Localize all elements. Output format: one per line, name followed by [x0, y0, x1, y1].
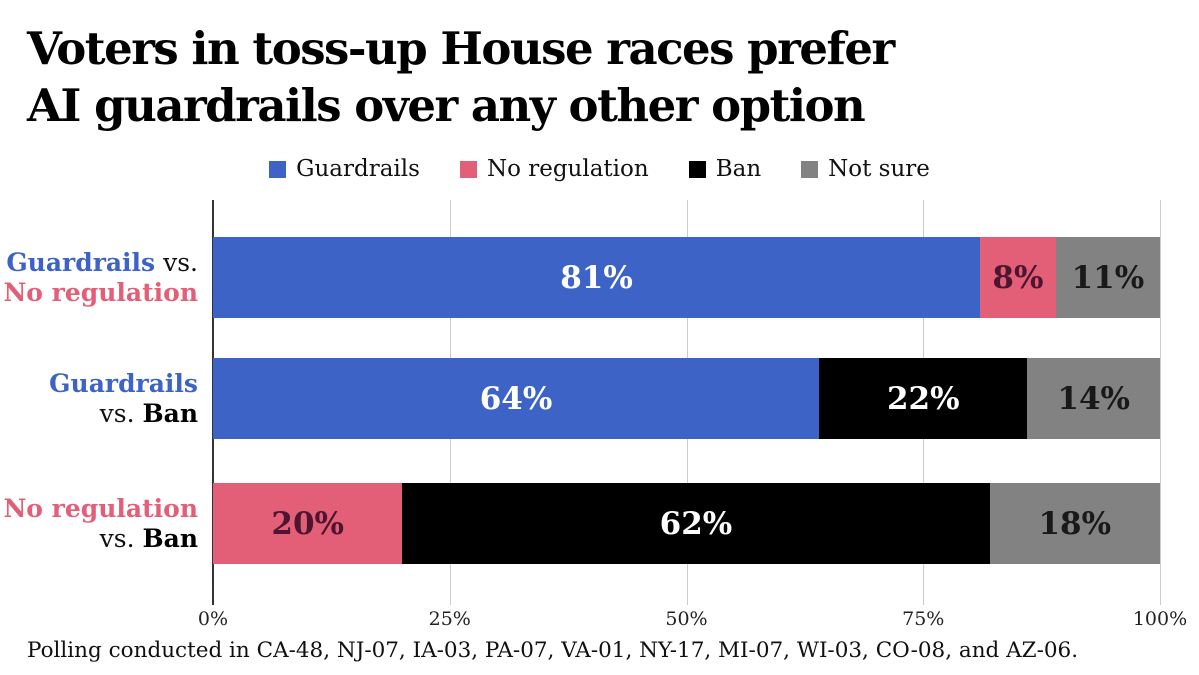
row-label-line: No regulation [0, 494, 198, 524]
legend-label: No regulation [486, 156, 649, 182]
row-label-part: vs. [99, 398, 143, 428]
legend-swatch-ban [688, 160, 706, 178]
segment-value-label: 64% [479, 380, 553, 417]
segment-no-regulation-vs-ban-not_sure: 18% [989, 483, 1160, 564]
row-label-part: No regulation [3, 277, 198, 307]
bar-no-regulation-vs-ban: 20% 62% 18% [213, 483, 1160, 564]
plot-area: 0% 25% 50% 75% 100% 81% 8% 11% 64% 22% 14% 20% 62% 18… [198, 200, 1187, 630]
legend-label: Ban [715, 156, 762, 182]
legend-swatch-not_sure [801, 160, 819, 178]
segment-guardrails-vs-no-regulation-no_regulation: 8% [980, 237, 1056, 318]
chart-title: Voters in toss-up House races prefer AI … [27, 20, 895, 134]
segment-value-label: 11% [1071, 259, 1145, 296]
row-label-part: vs. [99, 523, 143, 553]
row-label-line: Guardrails [0, 369, 198, 399]
segment-guardrails-vs-ban-ban: 22% [819, 358, 1028, 439]
segment-value-label: 81% [560, 259, 633, 296]
chart-title-line2: AI guardrails over any other option [27, 79, 866, 132]
x-tick-label-100: 100% [1132, 608, 1188, 630]
chart-title-line1: Voters in toss-up House races prefer [27, 22, 895, 75]
legend-label: Not sure [828, 156, 930, 182]
row-label-part: Guardrails [49, 368, 198, 398]
segment-guardrails-vs-no-regulation-guardrails: 81% [213, 237, 981, 318]
row-label-part: Ban [142, 398, 198, 428]
segment-value-label: 18% [1038, 505, 1112, 542]
legend-swatch-no_regulation [459, 160, 477, 178]
segment-no-regulation-vs-ban-ban: 62% [402, 483, 990, 564]
segment-guardrails-vs-no-regulation-not_sure: 11% [1055, 237, 1160, 318]
bar-guardrails-vs-no-regulation: 81% 8% 11% [213, 237, 1160, 318]
segment-value-label: 22% [886, 380, 960, 417]
row-label-part: Guardrails [6, 247, 156, 277]
legend-item-not_sure: Not sure [801, 156, 930, 182]
chart: 0% 25% 50% 75% 100% 81% 8% 11% 64% 22% 14% 20% 62% 18… [0, 200, 1199, 630]
segment-value-label: 62% [659, 505, 733, 542]
x-tick-label-50: 50% [665, 608, 708, 630]
segment-guardrails-vs-ban-not_sure: 14% [1027, 358, 1160, 439]
row-label-guardrails-vs-no-regulation: Guardrails vs. No regulation [0, 248, 198, 308]
row-label-part: vs. [155, 247, 198, 277]
bar-guardrails-vs-ban: 64% 22% 14% [213, 358, 1160, 439]
segment-value-label: 20% [271, 505, 344, 542]
gridline-100 [1160, 200, 1161, 605]
legend-item-guardrails: Guardrails [269, 156, 420, 182]
row-label-part: No regulation [3, 493, 198, 523]
legend-label: Guardrails [296, 156, 420, 182]
row-label-no-regulation-vs-ban: No regulation vs. Ban [0, 494, 198, 554]
row-label-line: vs. Ban [0, 399, 198, 429]
legend: Guardrails No regulation Ban Not sure [0, 156, 1199, 182]
segment-guardrails-vs-ban-guardrails: 64% [213, 358, 820, 439]
legend-swatch-guardrails [269, 160, 287, 178]
row-label-line: vs. Ban [0, 524, 198, 554]
row-label-part: Ban [142, 523, 198, 553]
legend-item-no_regulation: No regulation [459, 156, 649, 182]
segment-no-regulation-vs-ban-no_regulation: 20% [213, 483, 403, 564]
segment-value-label: 8% [992, 259, 1044, 296]
x-tick-label-25: 25% [428, 608, 471, 630]
segment-value-label: 14% [1057, 380, 1130, 417]
row-label-guardrails-vs-ban: Guardrails vs. Ban [0, 369, 198, 429]
row-label-line: Guardrails vs. [0, 248, 198, 278]
x-tick-label-0: 0% [197, 608, 229, 630]
legend-item-ban: Ban [688, 156, 762, 182]
row-label-line: No regulation [0, 278, 198, 308]
footnote: Polling conducted in CA-48, NJ-07, IA-03… [27, 638, 1079, 663]
x-tick-label-75: 75% [902, 608, 945, 630]
